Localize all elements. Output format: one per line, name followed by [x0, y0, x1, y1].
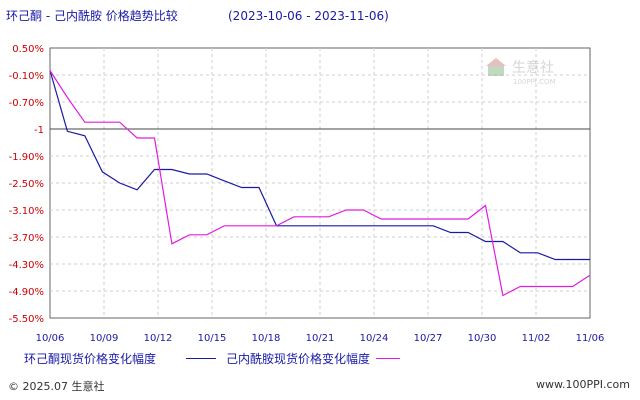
watermark-url: 100PPI.COM: [513, 78, 556, 86]
watermark-text: 生意社: [512, 59, 554, 76]
x-tick-label: 11/06: [576, 333, 605, 344]
y-tick-label: -4.30%: [9, 260, 44, 271]
y-axis-labels: 0.50% -0.10% -0.70% -1 -1.90% -2.50% -3.10% -3.…: [9, 44, 44, 325]
footer: © 2025.07 生意社 www.100PPI.com: [0, 372, 640, 400]
x-tick-label: 10/27: [414, 333, 443, 344]
y-tick-label: -1.90%: [9, 152, 44, 163]
x-tick-label: 10/18: [252, 333, 281, 344]
chart-date-range: (2023-10-06 - 2023-11-06): [228, 9, 389, 23]
chart: 环己酮 - 己内酰胺 价格趋势比较 (2023-10-06 - 2023-11-…: [6, 8, 605, 344]
series-line-1: [49, 70, 590, 261]
x-tick-label: 10/15: [198, 333, 227, 344]
chart-title: 环己酮 - 己内酰胺 价格趋势比较: [6, 8, 178, 23]
x-axis-labels: 10/06 10/09 10/12 10/15 10/18 10/21 10/24 10/27…: [36, 333, 605, 344]
y-tick-label: -2.50%: [9, 179, 44, 190]
legend-swatch-series-1: [186, 358, 216, 359]
y-tick-label: -4.90%: [9, 287, 44, 298]
x-tick-label: 10/06: [36, 333, 65, 344]
series-line-2: [49, 70, 591, 297]
site-link[interactable]: www.100PPI.com: [536, 378, 630, 391]
x-tick-label: 10/30: [468, 333, 497, 344]
series-layer: [49, 70, 591, 297]
y-tick-label: -3.10%: [9, 206, 44, 217]
y-tick-label: -1: [34, 125, 44, 136]
watermark-logo: 生意社 100PPI.COM: [486, 58, 556, 86]
x-tick-label: 10/21: [306, 333, 335, 344]
legend-label-series-2: 己内酰胺现货价格变化幅度: [226, 352, 371, 366]
legend-swatch-series-2: [376, 358, 400, 359]
y-tick-label: 0.50%: [12, 44, 44, 55]
y-tick-label: -3.70%: [9, 233, 44, 244]
legend-label-series-1: 环己酮现货价格变化幅度: [24, 352, 157, 366]
legend: 环己酮现货价格变化幅度 己内酰胺现货价格变化幅度: [0, 348, 640, 370]
y-tick-label: -0.10%: [9, 71, 44, 82]
y-tick-label: -0.70%: [9, 98, 44, 109]
x-tick-label: 10/09: [90, 333, 119, 344]
x-tick-label: 11/02: [522, 333, 551, 344]
horizontal-gridlines: [50, 74, 590, 292]
x-tick-label: 10/24: [360, 333, 389, 344]
y-tick-label: -5.50%: [9, 314, 44, 325]
x-tick-label: 10/12: [144, 333, 173, 344]
copyright-text: © 2025.07 生意社: [8, 380, 105, 393]
